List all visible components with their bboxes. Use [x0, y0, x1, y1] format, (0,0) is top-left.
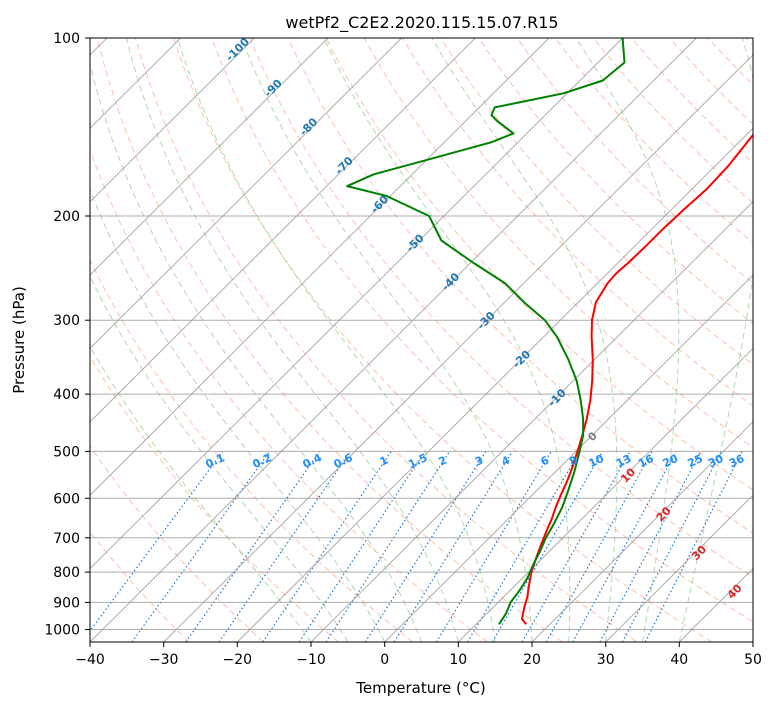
dry-adiabat-line: [173, 38, 712, 642]
dry-adiabat-line: [516, 38, 753, 284]
isotherm-line: [90, 38, 697, 642]
mixing-ratio-line: [572, 451, 677, 642]
x-tick-label: 30: [597, 652, 615, 668]
moist-adiabat-line: [678, 38, 753, 642]
mixing-ratio-line: [491, 451, 604, 642]
x-tick-label: 50: [744, 652, 762, 668]
mixing-ratio-label: 25: [686, 452, 705, 470]
x-axis-title: Temperature (°C): [355, 679, 485, 697]
dry-adiabat-line: [631, 38, 753, 165]
y-tick-label: 100: [53, 31, 80, 47]
isotherm-line: [605, 494, 753, 642]
isotherm-line: [90, 38, 329, 276]
dry-adiabat-line: [478, 38, 753, 325]
dry-adiabat-line: [134, 38, 638, 642]
chart-title: wetPf2_C2E2.2020.115.15.07.R15: [285, 13, 558, 33]
moist-adiabat-line: [125, 38, 459, 642]
isotherm-line: [90, 38, 255, 203]
moist-adiabat-line: [90, 188, 386, 642]
y-tick-label: 1000: [44, 623, 80, 639]
isotherm-line: [457, 347, 753, 642]
isotherms: [90, 38, 753, 642]
x-tick-label: −40: [75, 652, 105, 668]
moist-adiabat-line: [241, 38, 533, 642]
dry-adiabat-line: [90, 445, 264, 642]
dry-adiabat-line: [249, 38, 753, 578]
moist-adiabat-line: [431, 38, 618, 642]
isotherm-line: [90, 38, 550, 496]
dry-adiabat-line: [90, 258, 414, 642]
dry-adiabat-line: [96, 38, 563, 642]
x-tick-label: 20: [523, 652, 541, 668]
moist-adiabat-line: [90, 275, 349, 642]
isotherm-line: [236, 127, 753, 642]
mixing-ratio-label: 16: [636, 452, 656, 470]
x-tick-label: 0: [380, 652, 389, 668]
x-tick-label: 40: [670, 652, 688, 668]
isotherm-line: [384, 274, 753, 642]
y-tick-label: 400: [53, 387, 80, 403]
mixing-ratio-label: 30: [706, 452, 726, 470]
isotherm-line: [163, 54, 753, 642]
y-tick-label: 700: [53, 531, 80, 547]
isotherm-line: [531, 421, 753, 642]
y-tick-label: 800: [53, 565, 80, 581]
isotherm-line: [90, 38, 402, 350]
dry-adiabat-line: [325, 38, 753, 491]
dry-adiabat-line: [287, 38, 753, 534]
mixing-ratio-label: 20: [661, 452, 681, 470]
dry-adiabat-line: [402, 38, 753, 407]
y-tick-label: 600: [53, 491, 80, 507]
mixing-ratio-line: [393, 451, 513, 642]
x-tick-label: −20: [223, 652, 253, 668]
plot-frame: [89, 37, 754, 643]
y-tick-label: 200: [53, 209, 80, 225]
moist-adiabat-line: [90, 62, 422, 642]
mixing-ratio-line: [218, 451, 351, 642]
plot-area: -100-90-80-70-60-50-40-30-20-10010203040…: [90, 38, 753, 642]
axes: −40 −30 −20 −10 0 10 20 30 40 50 100 200 300 400 500 60…: [44, 31, 762, 668]
mixing-ratio-line: [466, 451, 581, 642]
mixing-ratio-line: [364, 451, 487, 642]
mixing-ratio-line: [185, 451, 321, 642]
y-tick-label: 500: [53, 444, 80, 460]
y-tick-label: 900: [53, 595, 80, 611]
sounding-series: [346, 38, 753, 625]
mixing-ratio-label: 36: [727, 452, 747, 470]
dry-adiabat-line: [592, 38, 753, 204]
isotherm-line: [90, 38, 623, 570]
y-axis-title: Pressure (hPa): [10, 286, 28, 394]
y-tick-label: 300: [53, 313, 80, 329]
isotherm-line: [90, 38, 476, 423]
x-tick-label: −30: [149, 652, 179, 668]
x-tick-label: −10: [296, 652, 326, 668]
pressure-gridlines: [90, 38, 753, 630]
mixing-ratio-label: 10: [587, 452, 607, 470]
mixing-ratio-line: [521, 451, 631, 642]
isotherm-line: [310, 200, 753, 642]
moist-adiabat-line: [575, 38, 680, 642]
dry-adiabat-line: [211, 38, 753, 623]
moist-adiabat-line: [177, 38, 496, 642]
mixing-ratio-line: [435, 451, 552, 642]
x-tick-label: 10: [449, 652, 467, 668]
mixing-ratio-label: 13: [614, 452, 633, 470]
dewpoint-profile-line: [346, 38, 626, 625]
mixing-ratio-line: [325, 451, 451, 642]
